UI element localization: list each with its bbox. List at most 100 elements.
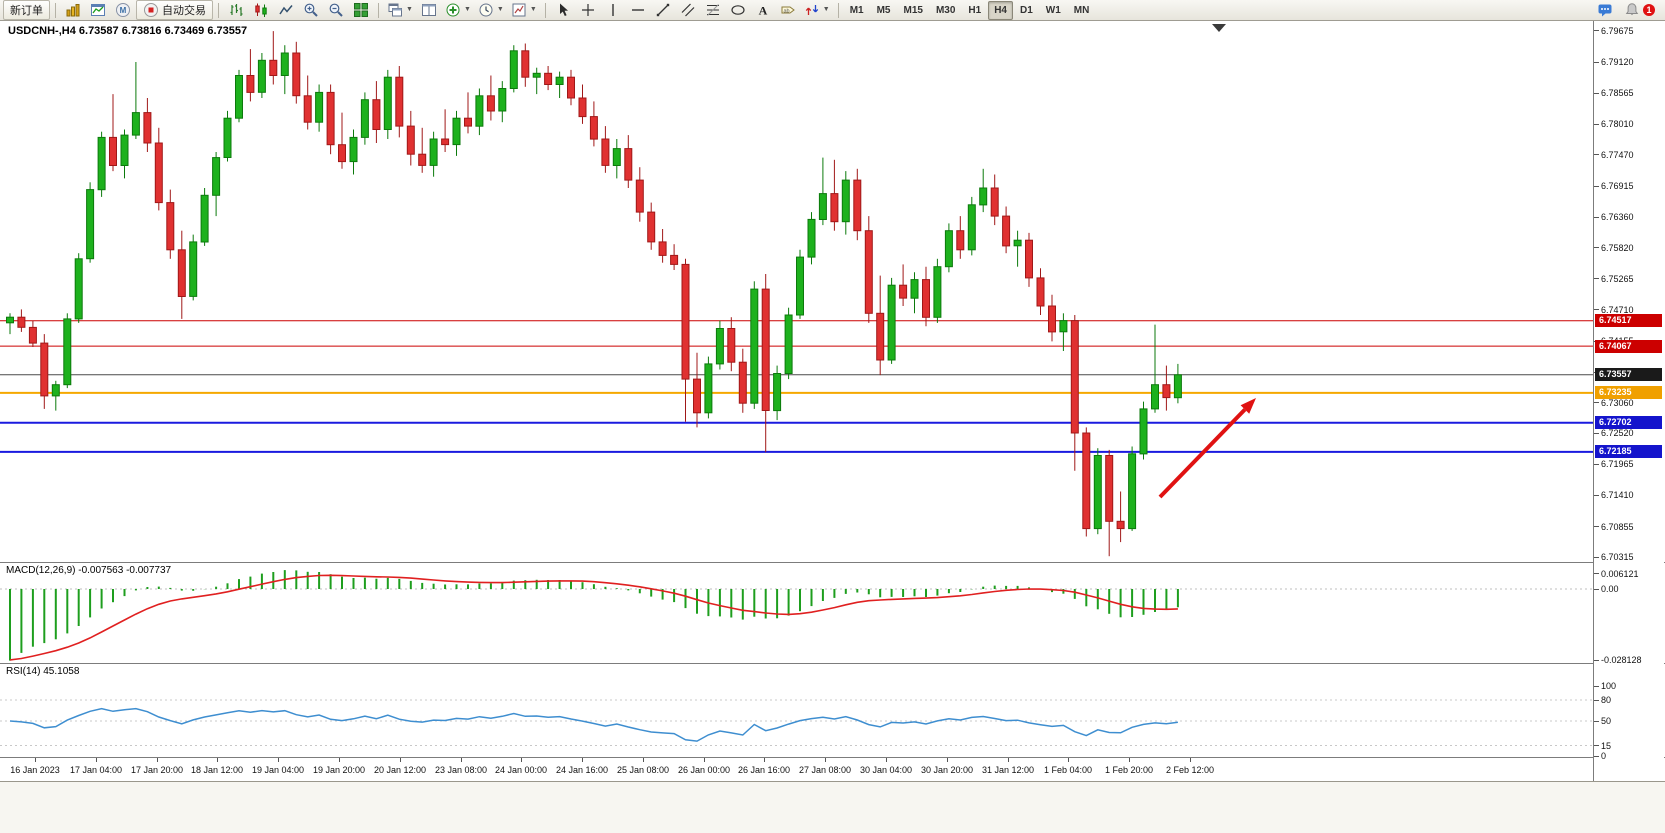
timeframe-d1-button[interactable]: D1 bbox=[1020, 4, 1033, 16]
trend-arrow-annotation[interactable] bbox=[1158, 398, 1256, 499]
rsi-axis-label: 50 bbox=[1594, 716, 1611, 726]
market-watch-button[interactable] bbox=[61, 0, 85, 20]
indicators-button[interactable]: ▼ bbox=[442, 0, 474, 20]
toolbar-right: 1 bbox=[1593, 0, 1662, 20]
macd-axis-label: 0.00 bbox=[1594, 584, 1619, 594]
channel-button[interactable] bbox=[676, 0, 700, 20]
metaeditor-icon: M bbox=[115, 2, 131, 18]
timeframe-m30-button[interactable]: M30 bbox=[935, 4, 956, 16]
timeframe-m1-button[interactable]: M1 bbox=[849, 4, 864, 16]
date-label: 27 Jan 08:00 bbox=[798, 765, 852, 775]
date-label: 1 Feb 20:00 bbox=[1104, 765, 1154, 775]
svg-text:A: A bbox=[758, 4, 767, 18]
notifications-button[interactable]: 1 bbox=[1621, 0, 1658, 20]
vertical-line-button[interactable] bbox=[601, 0, 625, 20]
date-label: 20 Jan 12:00 bbox=[373, 765, 427, 775]
chevron-down-icon: ▼ bbox=[463, 6, 471, 13]
price-panel[interactable]: USDCNH-,H4 6.73587 6.73816 6.73469 6.735… bbox=[0, 21, 1593, 562]
price-axis-label: 6.71410 bbox=[1594, 490, 1634, 500]
zoom-out-button[interactable] bbox=[324, 0, 348, 20]
chevron-down-icon: ▼ bbox=[496, 6, 504, 13]
crosshair-button[interactable] bbox=[576, 0, 600, 20]
price-axis-label: 6.78010 bbox=[1594, 119, 1634, 129]
templates-button[interactable]: ▼ bbox=[508, 0, 540, 20]
trendline-button[interactable] bbox=[651, 0, 675, 20]
new-order-button-label: 新订单 bbox=[10, 5, 43, 17]
macd-label: MACD(12,26,9) -0.007563 -0.007737 bbox=[6, 565, 172, 576]
timeframe-w1-button[interactable]: W1 bbox=[1045, 4, 1061, 16]
price-axis-label: 6.70315 bbox=[1594, 552, 1634, 562]
price-badge: 6.72702 bbox=[1595, 416, 1662, 430]
timeframe-h4-button[interactable]: H4 bbox=[988, 0, 1013, 20]
horizontal-line-icon bbox=[630, 2, 646, 18]
date-label: 19 Jan 04:00 bbox=[251, 765, 305, 775]
date-label: 18 Jan 12:00 bbox=[190, 765, 244, 775]
toolbar-separator bbox=[218, 2, 219, 18]
text-button[interactable]: A bbox=[751, 0, 775, 20]
price-axis-label: 6.76915 bbox=[1594, 181, 1634, 191]
cursor-button[interactable] bbox=[551, 0, 575, 20]
candlestick-button[interactable] bbox=[249, 0, 273, 20]
line-chart-button[interactable] bbox=[274, 0, 298, 20]
timeframe-m15-button[interactable]: M15 bbox=[903, 4, 923, 16]
vertical-line-icon bbox=[605, 2, 621, 18]
arrows-button[interactable]: ▼ bbox=[801, 0, 833, 20]
date-label: 30 Jan 20:00 bbox=[920, 765, 974, 775]
bar-chart-button[interactable] bbox=[224, 0, 248, 20]
arrange-windows-button[interactable] bbox=[417, 0, 441, 20]
autotrading-button[interactable]: 自动交易 bbox=[136, 0, 213, 20]
new-order-button[interactable]: 新订单 bbox=[3, 0, 50, 20]
price-axis-label: 6.78565 bbox=[1594, 88, 1634, 98]
macd-canvas[interactable] bbox=[0, 563, 1593, 663]
horizontal-line-button[interactable] bbox=[626, 0, 650, 20]
arrange-windows-icon bbox=[421, 2, 437, 18]
zoom-out-icon bbox=[328, 2, 344, 18]
text-icon: A bbox=[755, 2, 771, 18]
date-label: 17 Jan 20:00 bbox=[130, 765, 184, 775]
label-icon: ab bbox=[780, 2, 796, 18]
time-axis[interactable]: 16 Jan 2023 17 Jan 04:00 17 Jan 20:00 18 Ja… bbox=[0, 758, 1593, 781]
panel-separator[interactable] bbox=[0, 562, 1665, 563]
svg-text:ab: ab bbox=[783, 8, 789, 14]
chart-shift-marker[interactable] bbox=[1212, 24, 1226, 32]
label-button[interactable]: ab bbox=[776, 0, 800, 20]
price-axis-label: 6.79675 bbox=[1594, 26, 1634, 36]
panel-separator bbox=[0, 757, 1665, 758]
toolbar-separator bbox=[837, 2, 839, 18]
status-area bbox=[0, 782, 1665, 833]
date-label: 26 Jan 00:00 bbox=[677, 765, 731, 775]
tile-windows-button[interactable] bbox=[349, 0, 373, 20]
date-label: 26 Jan 16:00 bbox=[737, 765, 791, 775]
date-label: 30 Jan 04:00 bbox=[859, 765, 913, 775]
zoom-in-button[interactable] bbox=[299, 0, 323, 20]
new-chart-button[interactable] bbox=[86, 0, 110, 20]
panel-separator[interactable] bbox=[0, 663, 1665, 664]
timeframe-h1-button[interactable]: H1 bbox=[968, 4, 982, 16]
macd-axis-label: -0.028128 bbox=[1594, 655, 1642, 665]
price-axis-label: 6.70855 bbox=[1594, 522, 1634, 532]
date-label: 31 Jan 12:00 bbox=[981, 765, 1035, 775]
date-label: 17 Jan 04:00 bbox=[69, 765, 123, 775]
price-axis[interactable]: 6.79675 6.79120 6.78565 6.78010 6.77470 6.769… bbox=[1593, 21, 1664, 781]
shapes-button[interactable] bbox=[726, 0, 750, 20]
main-chart-canvas[interactable] bbox=[0, 21, 1593, 562]
macd-axis-label: 0.006121 bbox=[1594, 569, 1639, 579]
cascade-windows-button[interactable]: ▼ bbox=[384, 0, 416, 20]
autotrading-button-label: 自动交易 bbox=[162, 5, 206, 17]
timeframe-m5-button[interactable]: M5 bbox=[876, 4, 891, 16]
timeframe-mn-button[interactable]: MN bbox=[1073, 4, 1090, 16]
indicators-icon bbox=[445, 2, 461, 18]
periods-icon bbox=[478, 2, 494, 18]
rsi-panel[interactable]: RSI(14) 45.1058 bbox=[0, 664, 1593, 757]
rsi-canvas[interactable] bbox=[0, 664, 1593, 757]
chat-button[interactable] bbox=[1593, 0, 1617, 20]
notifications-icon bbox=[1624, 2, 1640, 18]
metaeditor-button[interactable]: M bbox=[111, 0, 135, 20]
fibonacci-button[interactable] bbox=[701, 0, 725, 20]
macd-histogram bbox=[9, 570, 1179, 661]
periods-button[interactable]: ▼ bbox=[475, 0, 507, 20]
toolbar-separator bbox=[544, 2, 546, 18]
price-axis-label: 6.72520 bbox=[1594, 428, 1634, 438]
price-axis-label: 6.73060 bbox=[1594, 398, 1634, 408]
macd-panel[interactable]: MACD(12,26,9) -0.007563 -0.007737 bbox=[0, 563, 1593, 663]
